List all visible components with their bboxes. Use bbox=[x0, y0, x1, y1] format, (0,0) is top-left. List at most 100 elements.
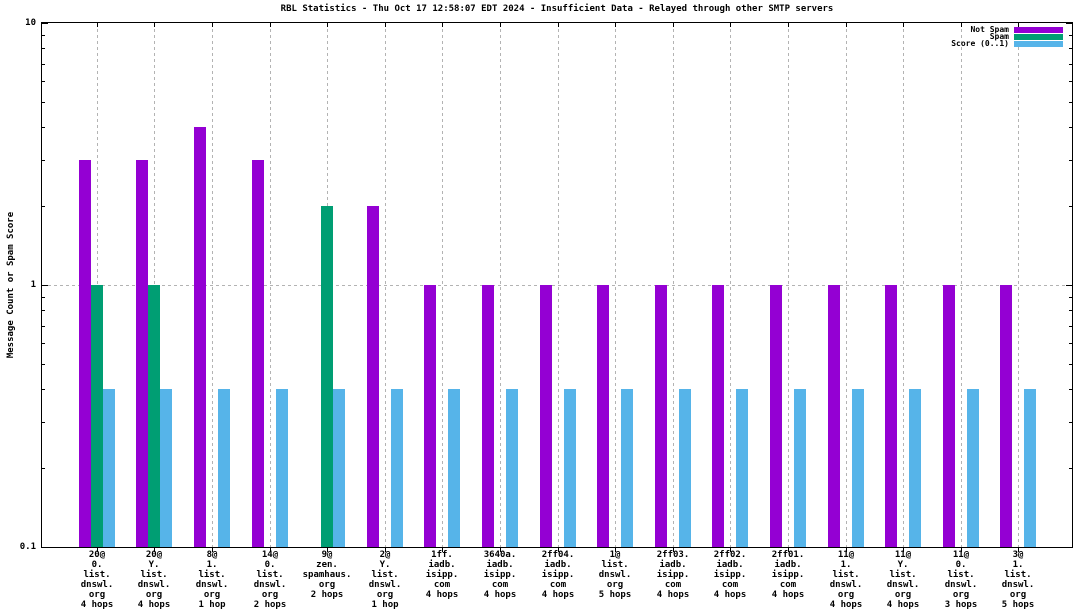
y-axis-tick bbox=[42, 206, 45, 207]
x-axis-tick bbox=[154, 548, 155, 552]
y-tick-label: 0.1 bbox=[19, 542, 36, 552]
bar-score-0-1 bbox=[333, 389, 345, 547]
bar-not-spam bbox=[482, 285, 494, 547]
y-axis-tick bbox=[42, 64, 45, 65]
gridline-x bbox=[615, 23, 616, 547]
gridline-x bbox=[788, 23, 789, 547]
y-axis-tick bbox=[1069, 64, 1072, 65]
bar-score-0-1 bbox=[1024, 389, 1036, 547]
y-axis-tick bbox=[1069, 48, 1072, 49]
bar-not-spam bbox=[136, 160, 148, 547]
bar-score-0-1 bbox=[506, 389, 518, 547]
gridline-x bbox=[558, 23, 559, 547]
bar-spam bbox=[91, 285, 103, 547]
y-axis-tick bbox=[42, 35, 45, 36]
gridline-x bbox=[442, 23, 443, 547]
gridline-x bbox=[500, 23, 501, 547]
bar-not-spam bbox=[655, 285, 667, 547]
y-axis-tick bbox=[1069, 206, 1072, 207]
bar-not-spam bbox=[943, 285, 955, 547]
bar-score-0-1 bbox=[852, 389, 864, 547]
gridline-x bbox=[903, 23, 904, 547]
bar-score-0-1 bbox=[218, 389, 230, 547]
x-axis-tick bbox=[442, 23, 443, 27]
legend-item: Spam bbox=[951, 33, 1063, 41]
plot-area bbox=[41, 22, 1073, 552]
x-tick-label: 2ff01. iadb. isipp. com 4 hops bbox=[771, 550, 805, 600]
legend-swatch bbox=[1014, 26, 1063, 33]
y-axis-tick bbox=[42, 48, 45, 49]
x-tick-label: 11@ 0. list. dnswl. org 3 hops bbox=[944, 550, 978, 610]
bar-score-0-1 bbox=[448, 389, 460, 547]
legend-label: Not Spam bbox=[970, 25, 1009, 34]
x-axis-tick bbox=[212, 548, 213, 552]
x-tick-label: 3640a. iadb. isipp. com 4 hops bbox=[483, 550, 517, 600]
x-axis-tick bbox=[961, 548, 962, 552]
y-axis-tick bbox=[1069, 326, 1072, 327]
y-axis-tick bbox=[1069, 343, 1072, 344]
gridline-x bbox=[673, 23, 674, 547]
bar-not-spam bbox=[712, 285, 724, 547]
bar-spam bbox=[321, 206, 333, 547]
bar-score-0-1 bbox=[621, 389, 633, 547]
x-tick-label: 11@ 1. list. dnswl. org 4 hops bbox=[829, 550, 863, 610]
x-axis-tick bbox=[730, 23, 731, 27]
y-axis-tick bbox=[42, 297, 45, 298]
y-axis-tick bbox=[1069, 389, 1072, 390]
y-axis-tick bbox=[1069, 127, 1072, 128]
y-axis-tick bbox=[42, 81, 45, 82]
x-axis-tick bbox=[500, 548, 501, 552]
y-axis-tick bbox=[42, 127, 45, 128]
y-axis-tick bbox=[1069, 81, 1072, 82]
x-axis-tick bbox=[788, 23, 789, 27]
x-axis-tick bbox=[442, 548, 443, 552]
x-axis-tick bbox=[615, 548, 616, 552]
bar-score-0-1 bbox=[794, 389, 806, 547]
bar-not-spam bbox=[367, 206, 379, 547]
y-axis-tick bbox=[42, 23, 48, 24]
y-axis-tick bbox=[42, 160, 45, 161]
x-axis-tick bbox=[903, 23, 904, 27]
bar-score-0-1 bbox=[736, 389, 748, 547]
x-axis-tick bbox=[500, 23, 501, 27]
x-axis-tick bbox=[673, 23, 674, 27]
y-axis-tick bbox=[1069, 364, 1072, 365]
bar-score-0-1 bbox=[160, 389, 172, 547]
y-axis-tick bbox=[1069, 160, 1072, 161]
y-axis-tick bbox=[1069, 422, 1072, 423]
y-axis-tick bbox=[42, 326, 45, 327]
bar-score-0-1 bbox=[564, 389, 576, 547]
x-axis-tick bbox=[788, 548, 789, 552]
bar-not-spam bbox=[79, 160, 91, 547]
gridline-x bbox=[212, 23, 213, 547]
bar-not-spam bbox=[1000, 285, 1012, 547]
x-axis-tick bbox=[97, 548, 98, 552]
y-axis-tick bbox=[1069, 35, 1072, 36]
legend: Not Spam Spam Score (0..1) bbox=[951, 25, 1063, 48]
x-axis-tick bbox=[385, 548, 386, 552]
y-axis-tick bbox=[1066, 285, 1072, 286]
legend-item: Not Spam bbox=[951, 25, 1063, 34]
x-tick-label: 3@ 1. list. dnswl. org 5 hops bbox=[1001, 550, 1035, 610]
legend-label: Score (0..1) bbox=[951, 39, 1009, 48]
y-axis-tick bbox=[1069, 310, 1072, 311]
bar-not-spam bbox=[885, 285, 897, 547]
x-tick-label: 1ff. iadb. isipp. com 4 hops bbox=[425, 550, 459, 600]
x-axis-tick bbox=[558, 23, 559, 27]
x-tick-label: 20@ 0. list. dnswl. org 4 hops bbox=[80, 550, 114, 610]
x-tick-label: 2ff04. iadb. isipp. com 4 hops bbox=[541, 550, 575, 600]
gridline-x bbox=[1018, 23, 1019, 547]
y-axis-tick bbox=[42, 547, 48, 548]
y-axis-tick bbox=[1069, 102, 1072, 103]
x-axis-tick bbox=[327, 548, 328, 552]
x-tick-label: 2@ Y. list. dnswl. org 1 hop bbox=[368, 550, 402, 610]
x-tick-label: 8@ 1. list. dnswl. org 1 hop bbox=[195, 550, 229, 610]
y-axis-tick bbox=[42, 102, 45, 103]
x-axis-tick bbox=[327, 23, 328, 27]
gridline-x bbox=[730, 23, 731, 547]
gridline-x bbox=[961, 23, 962, 547]
y-axis-tick bbox=[42, 285, 48, 286]
x-axis-tick bbox=[615, 23, 616, 27]
y-axis-tick bbox=[1069, 297, 1072, 298]
